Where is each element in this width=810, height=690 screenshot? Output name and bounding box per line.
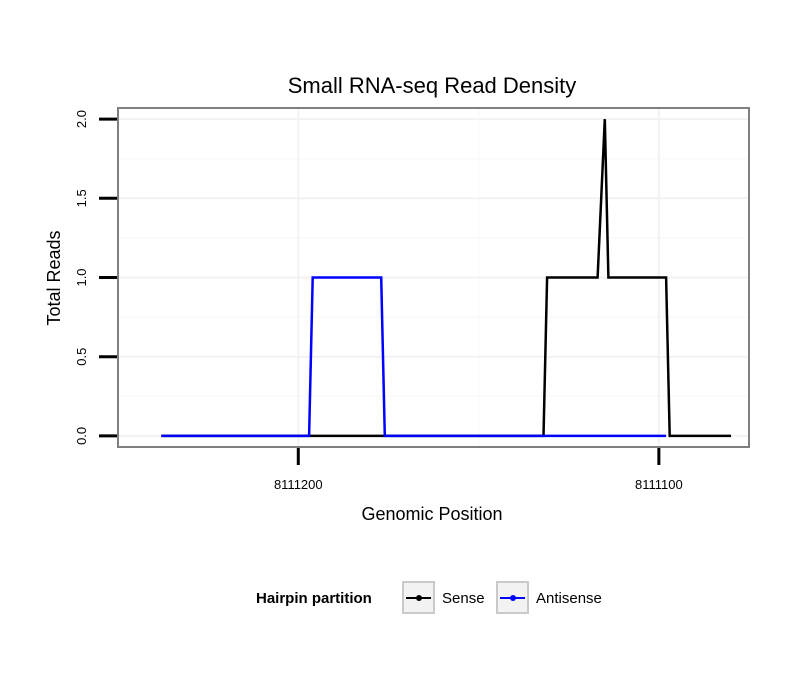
y-tick-label: 1.0 [74, 268, 89, 286]
legend-item-antisense: Antisense [496, 581, 602, 614]
x-tick-label: 8111200 [274, 477, 323, 492]
y-tick-label: 1.5 [74, 189, 89, 207]
chart-title: Small RNA-seq Read Density [288, 73, 577, 98]
y-tick-label: 0.0 [74, 427, 89, 445]
series-line-sense [161, 119, 731, 438]
x-tick-label: 8111100 [635, 477, 683, 492]
x-axis-title: Genomic Position [361, 504, 502, 524]
y-tick-label: 0.5 [74, 348, 89, 366]
legend-label-antisense: Antisense [536, 590, 602, 607]
legend-point-antisense [510, 595, 516, 601]
legend-point-sense [416, 595, 422, 601]
y-axis: 0.0 0.5 1.0 1.5 2.0 [74, 110, 117, 445]
legend-title: Hairpin partition [256, 590, 372, 607]
grid [118, 108, 749, 447]
x-axis: 8111200 8111100 [274, 448, 683, 492]
legend: Hairpin partition Sense Antisense [256, 581, 602, 614]
series-line-antisense [161, 276, 667, 438]
legend-label-sense: Sense [442, 590, 485, 607]
y-axis-title: Total Reads [44, 230, 64, 325]
y-tick-label: 2.0 [74, 110, 89, 128]
series-group [161, 119, 731, 438]
legend-item-sense: Sense [402, 581, 485, 614]
plot-panel-border [117, 107, 750, 448]
